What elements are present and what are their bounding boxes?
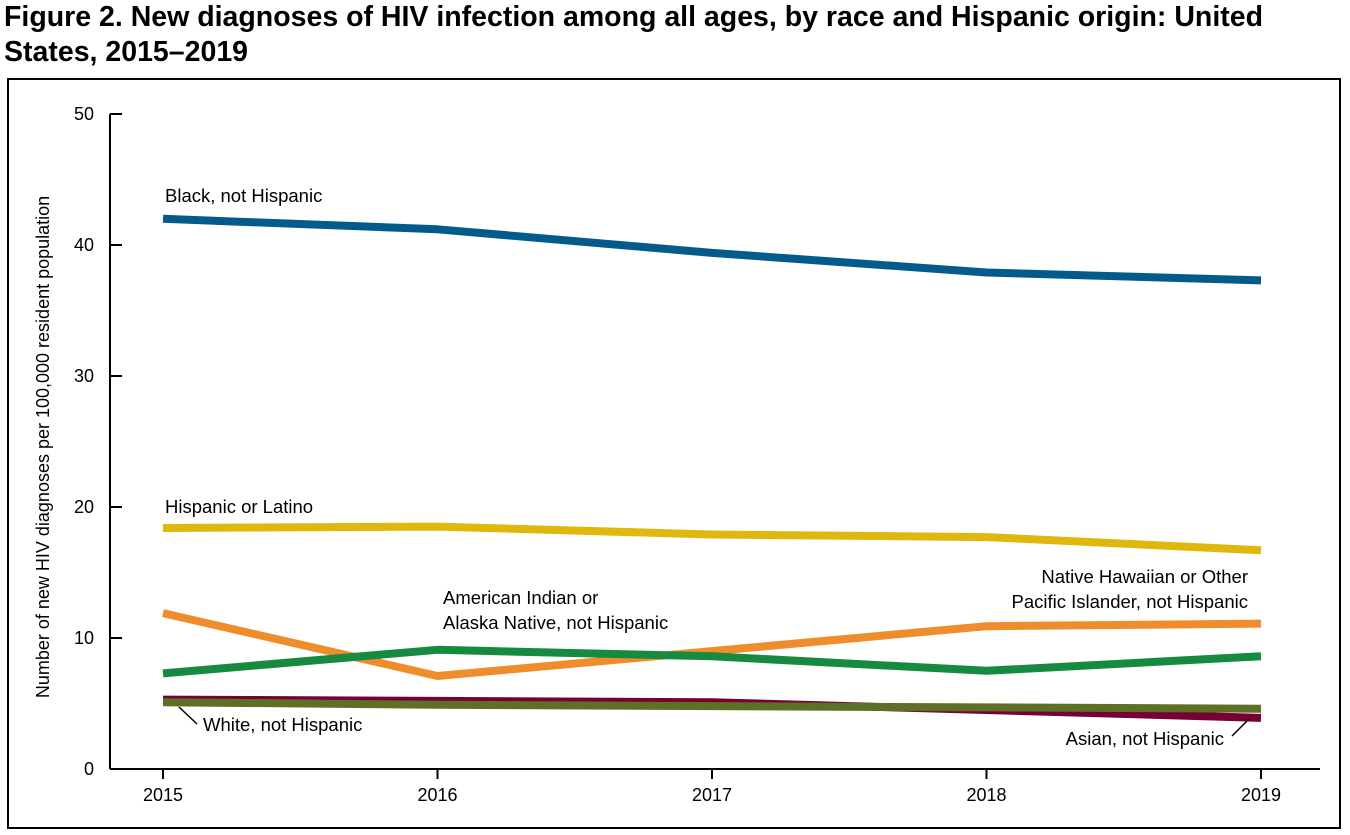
series-label-line: Asian, not Hispanic [1066, 728, 1224, 749]
x-tick-label: 2018 [966, 785, 1006, 805]
series-label-black: Black, not Hispanic [165, 185, 322, 206]
y-tick-label: 40 [74, 235, 94, 255]
chart-title: Figure 2. New diagnoses of HIV infection… [4, 1, 1263, 68]
series-label-line: Pacific Islander, not Hispanic [1011, 591, 1248, 612]
series-line-white [162, 698, 1262, 713]
y-tick-label: 0 [84, 759, 94, 779]
x-tick-label: 2016 [417, 785, 457, 805]
series-label-white: White, not Hispanic [203, 714, 362, 735]
series-label-aian: American Indian or Alaska Native, not His… [443, 587, 668, 633]
x-tick-label: 2017 [692, 785, 732, 805]
leader-line-white [178, 706, 198, 725]
series-line-hispanic [162, 522, 1262, 555]
plot-frame [7, 78, 1341, 829]
y-axis-label: Number of new HIV diagnoses per 100,000 … [33, 196, 53, 698]
y-tick-label: 10 [74, 628, 94, 648]
series-label-nhopi: Native Hawaiian or Other Pacific Islander… [1011, 566, 1248, 612]
series-labels: Black, not Hispanic Hispanic or Latino Ame… [165, 185, 1250, 749]
series-label-line: White, not Hispanic [203, 714, 362, 735]
leader-line-asian [1231, 718, 1250, 737]
axes: 0 10 20 30 40 50 2015 2016 2017 2018 2019 [74, 104, 1320, 805]
series-label-line: American Indian or [443, 587, 598, 608]
y-tick-label: 50 [74, 104, 94, 124]
series-line-black [162, 214, 1262, 285]
series-label-hispanic: Hispanic or Latino [165, 496, 313, 517]
x-tick-label: 2015 [143, 785, 183, 805]
series-line-aian [162, 645, 1262, 678]
series-label-asian: Asian, not Hispanic [1066, 728, 1224, 749]
series-label-line: Native Hawaiian or Other [1041, 566, 1248, 587]
y-tick-label: 30 [74, 366, 94, 386]
series-layer [162, 214, 1262, 722]
series-label-line: Hispanic or Latino [165, 496, 313, 517]
y-tick-label: 20 [74, 497, 94, 517]
series-label-line: Black, not Hispanic [165, 185, 322, 206]
x-tick-label: 2019 [1241, 785, 1281, 805]
series-label-line: Alaska Native, not Hispanic [443, 612, 668, 633]
